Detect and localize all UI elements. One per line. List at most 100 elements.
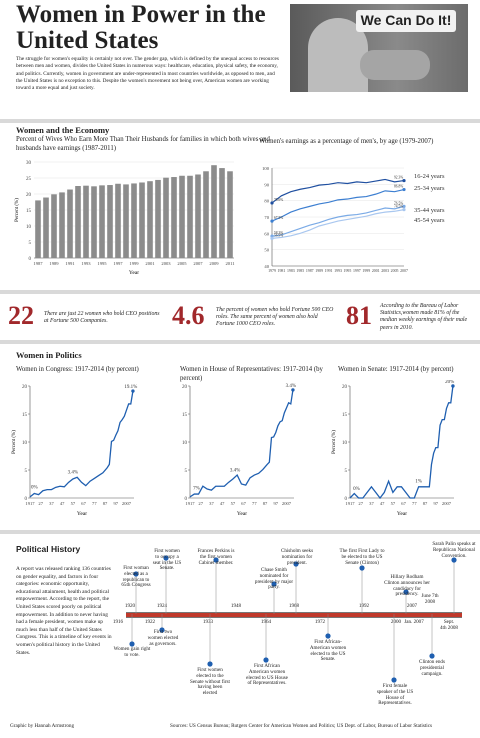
bar — [219, 168, 225, 258]
data-label: 58.3% — [274, 231, 283, 235]
timeline-dot — [293, 561, 299, 567]
poster-arm — [360, 50, 430, 80]
y-tick-label: 80 — [264, 199, 269, 204]
bar — [75, 186, 81, 258]
timeline-dot — [159, 627, 165, 633]
x-axis-label: Year — [77, 511, 87, 517]
series-line — [271, 188, 405, 222]
x-tick-label: 77 — [92, 501, 97, 506]
timeline-dot — [133, 571, 139, 577]
congress-chart-title: Women in Congress: 1917-2014 (by percent… — [16, 366, 139, 373]
series-point — [291, 388, 295, 392]
y-tick-label: 0 — [25, 497, 28, 502]
y-tick-label: 15 — [342, 413, 348, 418]
series-point — [402, 208, 406, 212]
legend-entry: 45-54 years — [414, 217, 445, 224]
x-tick-label: 1997 — [113, 261, 123, 266]
timeline-event: First women elected to the Senate withou… — [190, 667, 230, 697]
timeline-year: 1920 — [124, 603, 136, 609]
data-label: 19.1% — [124, 385, 137, 390]
data-label: 92.3% — [394, 176, 403, 180]
y-tick-label: 15 — [22, 413, 28, 418]
y-tick-label: 15 — [182, 413, 188, 418]
series-point — [402, 178, 406, 183]
timeline-dot — [207, 661, 213, 667]
bar — [107, 185, 113, 258]
series-point — [270, 236, 274, 240]
x-tick-label: 37 — [49, 501, 54, 506]
history-section-title: Political History — [16, 544, 81, 554]
y-tick-label: 60 — [264, 231, 269, 236]
stat-number: 22 — [8, 301, 34, 330]
timeline-year: 1992 — [358, 603, 370, 609]
x-tick-label: 57 — [231, 501, 236, 506]
bar-chart-title: Percent of Wives Who Earn More Than Thei… — [16, 136, 270, 152]
y-tick-label: 25 — [26, 177, 32, 182]
timeline-year: 1968 — [288, 603, 300, 609]
x-tick-label: 47 — [60, 501, 65, 506]
timeline-date: Sept. 4th 2008 — [440, 619, 458, 631]
x-tick-label: 1983 — [287, 269, 295, 273]
x-axis-label: Year — [129, 270, 139, 276]
timeline-year: 1948 — [230, 603, 242, 609]
page-title: Women in Power in the United States — [16, 1, 266, 54]
data-label: 3.4% — [230, 468, 240, 473]
x-tick-label: 2007 — [400, 269, 408, 273]
x-tick-label: 87 — [263, 501, 268, 506]
y-tick-label: 5 — [25, 469, 28, 474]
timeline-dot — [263, 657, 269, 663]
timeline-year: 2000 — [390, 619, 402, 625]
footer-sources: Sources: US Census Bureau; Rutgers Cente… — [170, 723, 433, 729]
x-tick-label: 47 — [220, 501, 225, 506]
timeline-event: Chase Smith nominated for president by m… — [254, 567, 294, 591]
x-tick-label: 1985 — [296, 269, 304, 273]
bar — [99, 185, 105, 258]
stat-number: 81 — [346, 301, 372, 330]
x-tick-label: 2009 — [209, 261, 219, 266]
series-line — [349, 385, 454, 500]
timeline-date: Jan. 2007 — [404, 619, 424, 625]
x-tick-label: 2005 — [391, 269, 399, 273]
wives-earnings-bar-chart: 0 5 10 15 20 25 30 1987 1989 1991 1993 1995 1997 1999… — [15, 161, 235, 276]
x-tick-label: 97 — [113, 501, 118, 506]
y-tick-label: 5 — [185, 469, 188, 474]
y-tick-label: 10 — [26, 225, 32, 230]
x-tick-label: 2003 — [381, 269, 389, 273]
timeline-event: First two women elected as governors. — [147, 629, 179, 647]
series-line — [29, 390, 134, 498]
y-tick-label: 15 — [26, 209, 32, 214]
data-label: 0% — [353, 487, 360, 492]
x-tick-label: 87 — [423, 501, 428, 506]
data-label: 3.4% — [286, 384, 296, 389]
x-tick-label: 57 — [71, 501, 76, 506]
footer-credit: Graphic by Hannah Armstrong — [10, 723, 75, 729]
timeline-event: First women to occupy a seat in the US S… — [152, 548, 182, 572]
series-point — [131, 389, 135, 393]
y-tick-label: 10 — [182, 441, 188, 446]
x-tick-label: 87 — [103, 501, 108, 506]
timeline-stems — [129, 555, 457, 683]
x-tick-label: 2005 — [177, 261, 187, 266]
bar — [83, 185, 89, 258]
timeline-dot — [391, 677, 397, 683]
poster-slogan: We Can Do It! — [360, 12, 452, 28]
bar — [43, 197, 49, 258]
x-tick-label: 2001 — [372, 269, 380, 273]
bar — [67, 189, 73, 258]
timeline-event: First female speaker of the US House of … — [376, 683, 414, 707]
legend-entry: 25-34 years — [414, 185, 445, 192]
x-tick-label: 67 — [241, 501, 246, 506]
poster-banner — [356, 10, 456, 32]
data-label: 7% — [193, 486, 200, 491]
x-tick-label: 27 — [198, 501, 203, 506]
divider — [0, 119, 480, 123]
politics-section-title: Women in Politics — [16, 350, 82, 360]
timeline-event: First woman elected as a republican to 6… — [121, 565, 151, 589]
house-chart-title: Women in House of Representatives: 1917-… — [180, 366, 323, 382]
y-tick-label: 10 — [22, 441, 28, 446]
x-tick-label: 1987 — [306, 269, 314, 273]
x-tick-label: 67 — [81, 501, 86, 506]
x-tick-label: 97 — [273, 501, 278, 506]
data-label: 20% — [445, 380, 454, 385]
series-point — [270, 234, 274, 238]
